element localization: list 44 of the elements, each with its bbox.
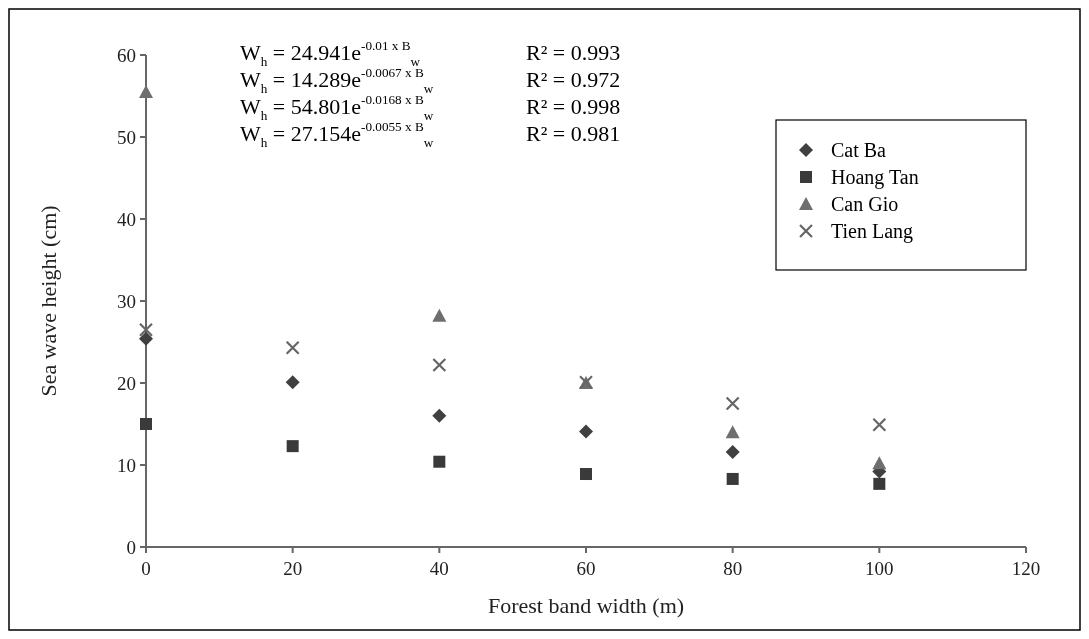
annotation: R² = 0.972 — [526, 67, 621, 92]
y-tick-label: 60 — [117, 45, 136, 66]
y-axis-title: Sea wave height (cm) — [36, 205, 61, 397]
point — [285, 375, 300, 390]
x-tick-label: 80 — [723, 558, 743, 579]
point — [432, 308, 447, 322]
point — [433, 455, 446, 468]
x-tick-label: 100 — [865, 558, 894, 579]
legend-label: Cat Ba — [831, 139, 887, 161]
legend-label: Tien Lang — [831, 220, 914, 243]
x-tick-label: 20 — [283, 558, 303, 579]
point — [286, 440, 299, 453]
x-tick-label: 60 — [576, 558, 596, 579]
point — [432, 357, 447, 373]
point — [725, 444, 740, 459]
point — [432, 408, 447, 423]
legend-label: Can Gio — [831, 193, 899, 215]
x-axis-title: Forest band width (m) — [487, 593, 685, 618]
point — [580, 468, 592, 481]
annotation: R² = 0.981 — [526, 121, 621, 146]
y-tick-label: 30 — [117, 291, 136, 312]
annotation: R² = 0.998 — [526, 94, 621, 119]
point — [140, 418, 152, 430]
y-tick-label: 10 — [117, 455, 136, 476]
point — [139, 84, 153, 98]
point — [579, 424, 593, 439]
legend-label: Hoang Tan — [831, 166, 919, 189]
point — [872, 417, 887, 432]
annotation: R² = 0.993 — [526, 40, 621, 65]
point — [138, 322, 154, 337]
point — [726, 472, 739, 485]
x-tick-label: 120 — [1011, 558, 1041, 579]
x-tick-label: 40 — [429, 558, 449, 579]
point — [285, 340, 300, 355]
y-tick-label: 20 — [117, 373, 136, 394]
y-tick-label: 50 — [117, 127, 136, 148]
y-tick-label: 0 — [126, 537, 136, 558]
point — [725, 425, 740, 439]
y-tick-label: 40 — [117, 209, 136, 230]
point — [725, 396, 740, 411]
point — [873, 477, 886, 490]
point — [872, 456, 887, 470]
x-tick-label: 0 — [141, 558, 151, 579]
point — [139, 331, 153, 346]
